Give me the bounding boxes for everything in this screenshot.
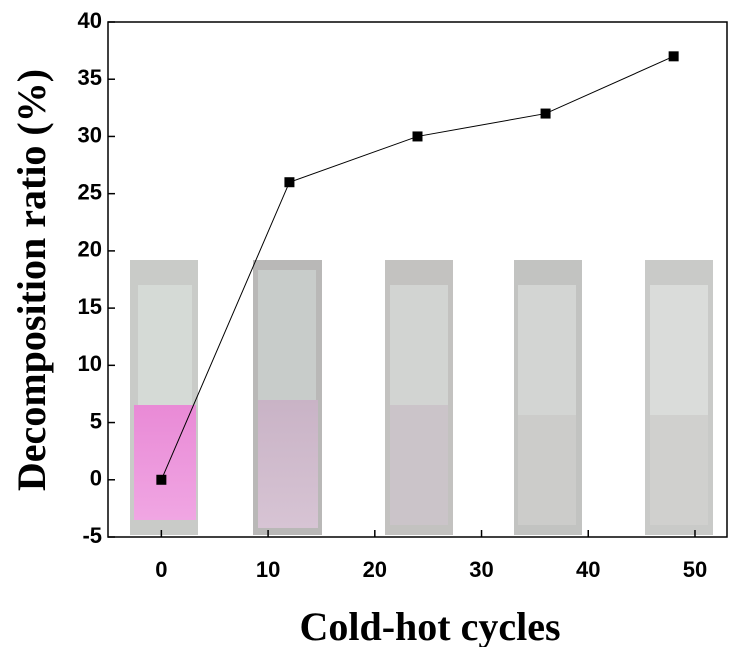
y-tick-label: 40 <box>78 8 102 33</box>
y-tick-label: -5 <box>82 523 102 548</box>
x-tick-label: 50 <box>683 557 707 582</box>
y-tick-label: 35 <box>78 65 102 90</box>
y-tick-label: 30 <box>78 122 102 147</box>
x-tick-label: 40 <box>576 557 600 582</box>
y-tick-label: 10 <box>78 351 102 376</box>
data-point <box>156 474 167 485</box>
y-axis-title: Decomposition ratio (%) <box>9 69 54 491</box>
y-tick-label: 0 <box>90 466 102 491</box>
x-tick-label: 20 <box>363 557 387 582</box>
data-point <box>668 51 679 62</box>
data-point <box>540 108 551 119</box>
x-tick-label: 0 <box>155 557 167 582</box>
y-tick-label: 5 <box>90 408 102 433</box>
y-tick-label: 20 <box>78 237 102 262</box>
y-tick-label: 25 <box>78 179 102 204</box>
plot-frame <box>107 21 728 538</box>
cuvette-photos <box>130 260 713 535</box>
data-point <box>284 177 295 188</box>
x-axis-title: Cold-hot cycles <box>299 604 560 647</box>
data-point <box>412 131 423 142</box>
y-tick-label: 15 <box>78 294 102 319</box>
x-tick-label: 10 <box>256 557 280 582</box>
x-tick-label: 30 <box>469 557 493 582</box>
